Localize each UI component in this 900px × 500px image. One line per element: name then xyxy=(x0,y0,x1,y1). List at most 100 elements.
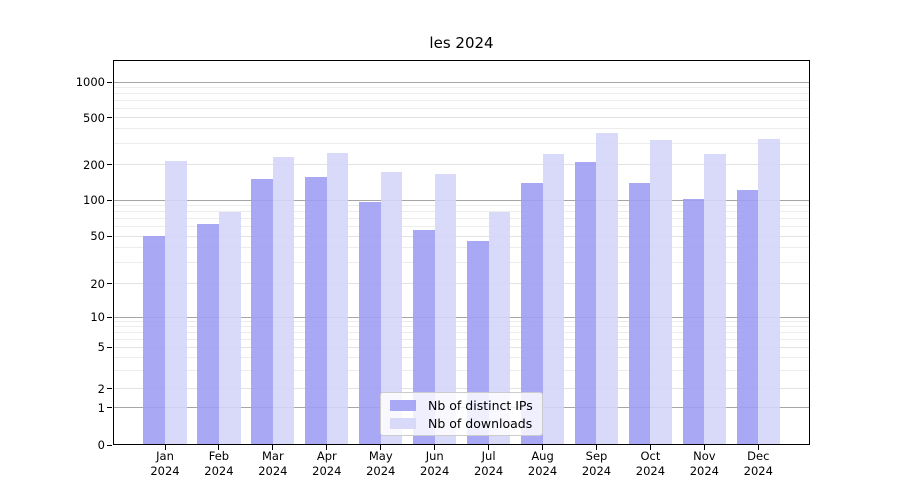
bar-downloads-dec xyxy=(758,139,780,444)
bar-distinct-ips-apr xyxy=(305,176,327,444)
bar-distinct-ips-jan xyxy=(143,236,165,444)
x-axis-tick-label: Feb 2024 xyxy=(204,449,234,478)
y-axis-tick xyxy=(107,235,112,237)
grid-line-minor xyxy=(114,86,809,88)
y-axis-tick xyxy=(107,199,112,201)
legend-label-distinct-ips: Nb of distinct IPs xyxy=(428,397,533,413)
x-axis-tick xyxy=(757,445,759,450)
y-axis-tick xyxy=(107,388,112,389)
x-axis-tick-label: Mar 2024 xyxy=(258,449,288,478)
grid-line xyxy=(114,283,809,284)
bar-downloads-nov xyxy=(704,154,726,444)
y-axis-tick xyxy=(107,346,112,348)
bar-downloads-apr xyxy=(326,153,349,444)
grid-line-major xyxy=(114,81,809,83)
x-axis-tick xyxy=(380,445,382,450)
legend-swatch-downloads xyxy=(390,417,416,429)
grid-line xyxy=(114,346,809,348)
x-axis-tick xyxy=(164,445,166,450)
grid-line-minor xyxy=(114,226,809,228)
grid-line xyxy=(114,235,809,237)
grid-line-minor xyxy=(114,356,809,358)
bar-downloads-oct xyxy=(650,140,673,444)
bar-downloads-may xyxy=(380,172,403,444)
legend-label-downloads: Nb of downloads xyxy=(428,415,533,431)
grid-line-minor xyxy=(114,99,809,101)
x-axis-tick-label: Nov 2024 xyxy=(689,449,719,478)
grid-line xyxy=(114,388,809,389)
grid-line-minor xyxy=(114,211,809,213)
grid-line-minor xyxy=(114,107,809,109)
grid-line-minor xyxy=(114,321,809,323)
x-axis-tick xyxy=(488,445,490,450)
x-axis-tick-label: Jul 2024 xyxy=(473,449,504,478)
bar-distinct-ips-nov xyxy=(682,198,705,444)
grid-line-minor xyxy=(114,128,809,130)
bar-distinct-ips-feb xyxy=(197,223,219,444)
grid-line-minor xyxy=(114,218,809,220)
x-axis-tick xyxy=(649,445,651,450)
y-axis-tick xyxy=(107,164,112,165)
x-axis-tick-label: Dec 2024 xyxy=(743,449,773,478)
x-axis-tick-label: Jan 2024 xyxy=(150,449,180,478)
chart-title: les 2024 xyxy=(429,34,494,52)
y-axis-tick-label: 50 xyxy=(90,229,105,243)
grid-line-minor xyxy=(114,143,809,145)
x-axis-tick-label: Oct 2024 xyxy=(635,449,666,478)
y-axis-tick-label: 20 xyxy=(90,276,105,291)
y-axis-tick xyxy=(107,444,112,446)
y-axis-tick xyxy=(107,316,112,318)
x-axis-tick xyxy=(703,445,705,450)
grid-line-minor xyxy=(114,247,809,249)
legend: Nb of distinct IPs Nb of downloads xyxy=(380,392,543,436)
bar-downloads-jun xyxy=(434,174,457,444)
bar-downloads-jul xyxy=(488,212,511,444)
grid-line-minor xyxy=(114,338,809,340)
y-axis-tick-label: 200 xyxy=(83,157,105,172)
bar-distinct-ips-sep xyxy=(574,161,597,444)
grid-line-major xyxy=(114,199,809,201)
y-axis-tick-label: 2 xyxy=(97,381,105,396)
x-axis-tick xyxy=(326,445,328,450)
y-axis-tick-label: 5 xyxy=(97,340,105,354)
grid-line-minor xyxy=(114,261,809,263)
bar-distinct-ips-jun xyxy=(413,230,435,444)
x-axis-tick-label: Jun 2024 xyxy=(420,449,450,478)
y-axis-tick-label: 1000 xyxy=(75,75,105,89)
grid-line-minor xyxy=(114,204,809,206)
bar-distinct-ips-oct xyxy=(628,182,651,444)
y-axis-tick-label: 10 xyxy=(90,310,105,324)
bar-distinct-ips-mar xyxy=(251,179,273,444)
bar-distinct-ips-dec xyxy=(736,189,759,444)
y-axis-tick xyxy=(107,283,112,284)
bar-distinct-ips-may xyxy=(359,202,381,444)
legend-swatch-distinct-ips xyxy=(390,399,416,411)
x-axis-tick-label: May 2024 xyxy=(366,449,396,478)
y-axis-tick-label: 0 xyxy=(97,438,105,452)
y-axis-tick xyxy=(107,81,112,83)
x-axis-tick-label: Apr 2024 xyxy=(312,449,342,478)
grid-line-minor xyxy=(114,92,809,94)
x-axis-tick xyxy=(218,445,220,450)
bar-distinct-ips-aug xyxy=(520,183,543,444)
y-axis-tick-label: 100 xyxy=(83,193,105,207)
grid-line xyxy=(114,164,809,165)
x-axis-tick xyxy=(595,445,597,450)
y-axis-tick xyxy=(107,407,112,408)
legend-item-downloads: Nb of downloads xyxy=(390,416,533,431)
x-axis-tick xyxy=(434,445,436,450)
x-axis-tick-label: Sep 2024 xyxy=(581,449,612,478)
grid-line-minor xyxy=(114,369,809,371)
bar-downloads-sep xyxy=(596,133,619,444)
bar-downloads-mar xyxy=(272,156,295,444)
grid-line-minor xyxy=(114,326,809,328)
x-axis-tick xyxy=(272,445,274,450)
grid-line-major xyxy=(114,316,809,318)
y-axis-tick-label: 1 xyxy=(97,400,105,415)
legend-item-distinct-ips: Nb of distinct IPs xyxy=(390,398,533,413)
y-axis-tick-label: 500 xyxy=(83,110,105,125)
bar-downloads-jan xyxy=(165,160,187,444)
bar-downloads-aug xyxy=(542,153,565,444)
y-axis-tick xyxy=(107,117,112,118)
x-axis-tick-label: Aug 2024 xyxy=(527,449,558,478)
